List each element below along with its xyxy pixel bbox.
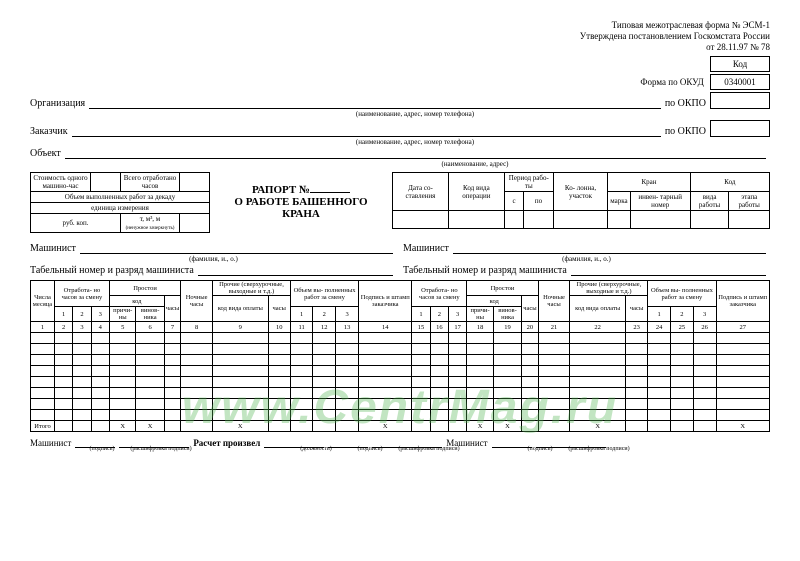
data-row (31, 366, 770, 377)
code-okud-row: Форма по ОКУД 0340001 (30, 74, 770, 90)
org-sub: (наименование, адрес, номер телефона) (180, 110, 650, 118)
column-numbers: 1234 5678 9101112 1314 151617 181920 212… (31, 322, 770, 333)
code-kod-row: Код (30, 56, 770, 72)
data-row (31, 388, 770, 399)
footer-sublabels: (подпись) (расшифровка подписи) (должнос… (30, 446, 770, 452)
itogo-row: Итого XX X X XX X X (31, 421, 770, 432)
period-crane-table: Дата со- ставления Код вида операции Пер… (392, 172, 770, 229)
data-row (31, 410, 770, 421)
main-data-table: Числа месяца Отработа- но часов за смену… (30, 280, 770, 432)
tabnum-left: Табельный номер и разряд машиниста (30, 265, 397, 276)
form-approval: Типовая межотраслевая форма № ЭСМ-1 Утве… (30, 20, 770, 52)
object-sub: (наименование, адрес) (180, 160, 770, 168)
data-row (31, 344, 770, 355)
data-row (31, 399, 770, 410)
data-row (31, 333, 770, 344)
machinist-left: Машинист (30, 243, 397, 254)
cost-table: Стоимость одного машино-час Всего отрабо… (30, 172, 210, 233)
customer-field: Заказчик по ОКПО (30, 120, 770, 137)
document-title: РАПОРТ № О РАБОТЕ БАШЕННОГО КРАНА (216, 172, 386, 220)
machinist-left-sub: (фамилия, и., о.) (30, 255, 397, 263)
data-row (31, 355, 770, 366)
customer-sub: (наименование, адрес, номер телефона) (180, 138, 650, 146)
machinist-right-sub: (фамилия, и., о.) (403, 255, 770, 263)
data-row (31, 377, 770, 388)
object-field: Объект (30, 148, 770, 159)
machinist-right: Машинист (403, 243, 770, 254)
tabnum-right: Табельный номер и разряд машиниста (403, 265, 770, 276)
org-field: Организация по ОКПО (30, 92, 770, 109)
